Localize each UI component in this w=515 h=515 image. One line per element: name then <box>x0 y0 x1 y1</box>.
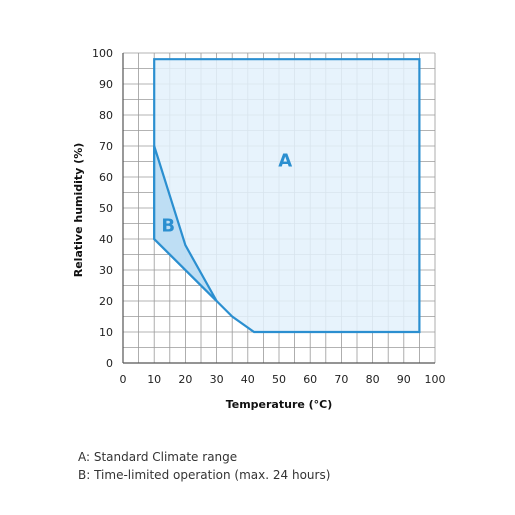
y-tick-label: 100 <box>92 47 113 60</box>
legend: A: Standard Climate range B: Time-limite… <box>78 448 330 484</box>
y-tick-label: 20 <box>99 295 113 308</box>
tick-labels: 0 10 20 30 40 50 60 70 80 90 100 0 10 20 30 40 50 60 70 80 9… <box>92 47 446 386</box>
regions: AB <box>153 58 421 334</box>
x-tick-label: 100 <box>425 373 446 386</box>
x-tick-label: 10 <box>147 373 161 386</box>
x-tick-label: 90 <box>397 373 411 386</box>
region-b <box>153 145 218 302</box>
region-label-a: A <box>278 151 292 172</box>
y-tick-label: 90 <box>99 78 113 91</box>
humidity-temperature-chart: AB 0 10 20 30 40 50 60 70 80 90 100010203040506070… <box>72 47 446 411</box>
y-tick-label: 30 <box>99 264 113 277</box>
x-tick-label: 60 <box>303 373 317 386</box>
x-tick-label: 0 <box>120 373 127 386</box>
y-tick-label: 70 <box>99 140 113 153</box>
y-axis-title: Relative humidity (%) <box>72 143 85 278</box>
x-tick-label: 70 <box>334 373 348 386</box>
legend-item-a: A: Standard Climate range <box>78 450 238 464</box>
y-tick-label: 50 <box>99 202 113 215</box>
y-tick-label: 60 <box>99 171 113 184</box>
y-tick-label: 10 <box>99 326 113 339</box>
x-tick-label: 40 <box>241 373 255 386</box>
x-tick-label: 20 <box>178 373 192 386</box>
x-tick-label: 30 <box>210 373 224 386</box>
x-axis-title: Temperature (°C) <box>226 398 333 411</box>
region-label-b: B <box>161 216 175 237</box>
x-tick-label: 50 <box>272 373 286 386</box>
region-a <box>153 58 421 334</box>
x-tick-label: 80 <box>366 373 380 386</box>
legend-item-b: B: Time-limited operation (max. 24 hours… <box>78 468 331 482</box>
y-tick-label: 0 <box>106 357 113 370</box>
y-tick-label: 40 <box>99 233 113 246</box>
y-tick-label: 80 <box>99 109 113 122</box>
